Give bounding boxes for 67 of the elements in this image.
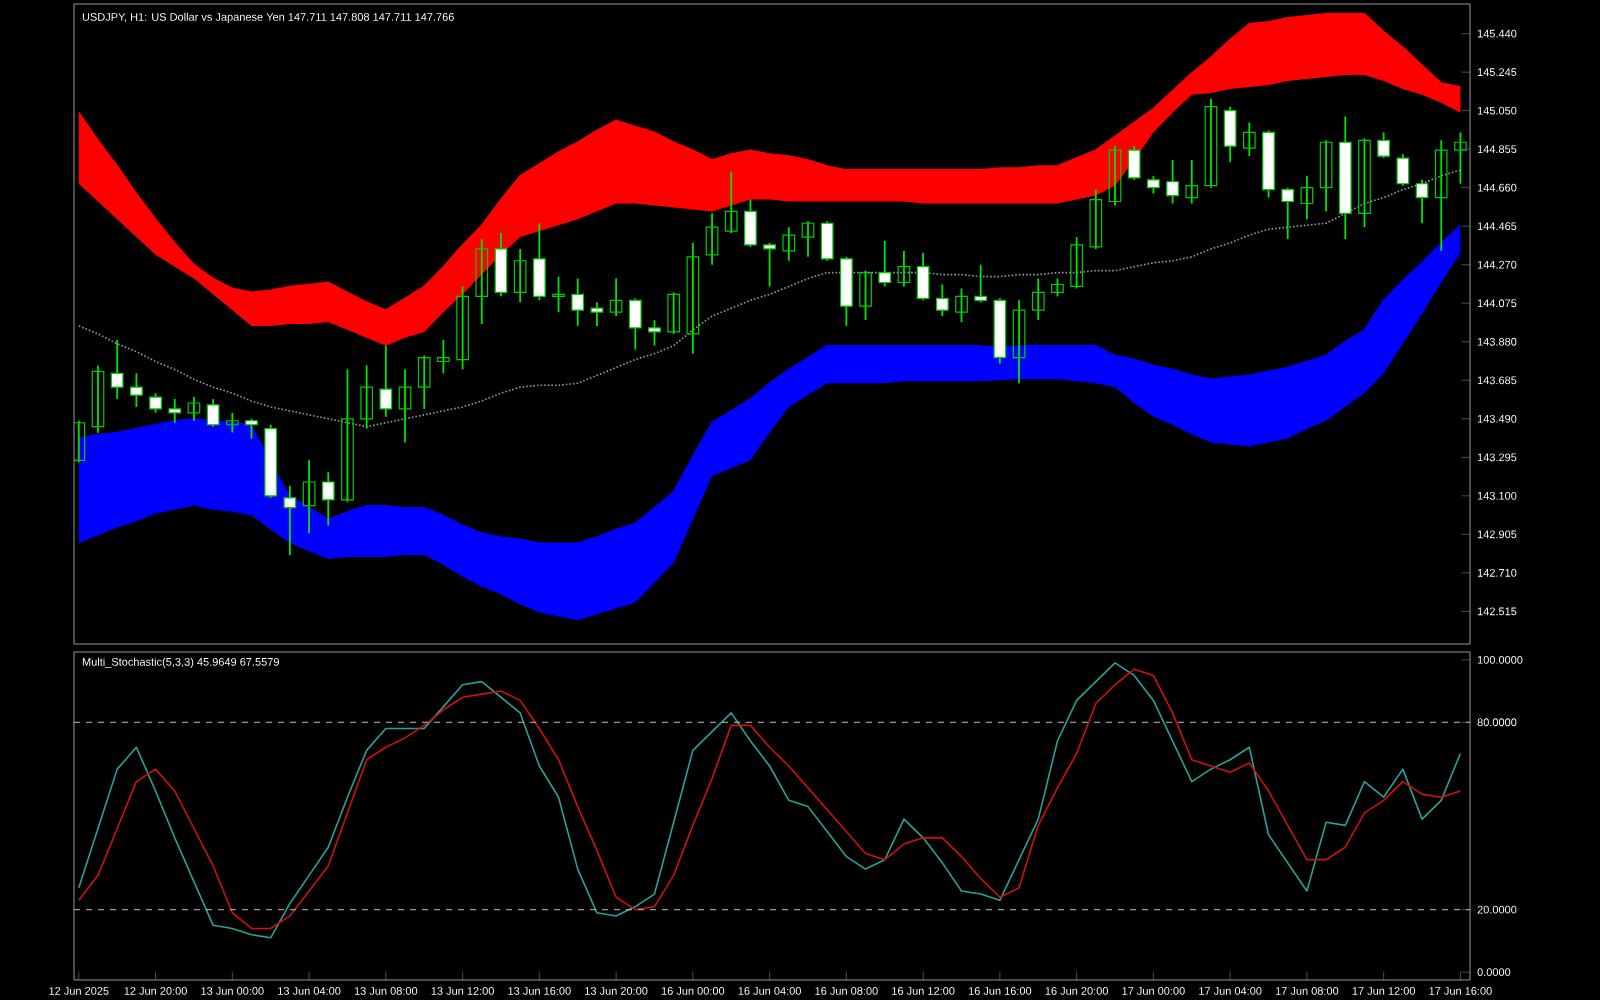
candlestick bbox=[494, 232, 508, 298]
candlestick bbox=[110, 339, 124, 401]
candlestick bbox=[360, 364, 374, 430]
candlestick bbox=[1166, 159, 1179, 205]
candlestick bbox=[648, 319, 661, 347]
candlestick bbox=[513, 248, 527, 304]
candlestick bbox=[1281, 187, 1295, 241]
candlestick bbox=[686, 242, 700, 355]
candlestick bbox=[1012, 299, 1026, 385]
candlestick bbox=[955, 287, 968, 324]
candlestick bbox=[437, 339, 450, 375]
candlestick bbox=[130, 372, 143, 409]
candlestick bbox=[1204, 98, 1218, 189]
candlestick bbox=[763, 242, 776, 288]
candlestick bbox=[820, 220, 834, 262]
candlestick bbox=[609, 277, 623, 318]
candlestick bbox=[705, 212, 719, 266]
candlestick bbox=[878, 240, 892, 288]
candlestick bbox=[456, 285, 469, 371]
candlestick bbox=[974, 264, 988, 304]
candlestick bbox=[168, 398, 182, 424]
candlestick bbox=[341, 368, 354, 503]
candlestick bbox=[379, 345, 393, 418]
candlestick bbox=[1415, 179, 1429, 225]
candlestick bbox=[1396, 153, 1410, 187]
candlestick bbox=[1319, 139, 1333, 213]
candlestick bbox=[590, 301, 604, 328]
candlestick bbox=[74, 420, 86, 464]
candlestick bbox=[1434, 139, 1448, 253]
candlestick bbox=[206, 398, 220, 428]
candlestick bbox=[91, 364, 105, 434]
candlestick bbox=[840, 256, 853, 328]
candlestick bbox=[1127, 145, 1141, 181]
candlestick bbox=[571, 277, 585, 328]
candlestick bbox=[475, 238, 489, 326]
candlestick bbox=[1185, 159, 1199, 205]
candlestick bbox=[667, 291, 681, 336]
candlestick bbox=[187, 396, 201, 422]
candlestick bbox=[321, 471, 335, 527]
candlestick bbox=[1358, 137, 1371, 229]
candlestick bbox=[801, 220, 815, 258]
candlestick bbox=[1070, 236, 1083, 290]
candlestick bbox=[1223, 106, 1237, 164]
candlestick bbox=[149, 392, 162, 415]
candlestick bbox=[532, 222, 546, 302]
candlestick bbox=[935, 283, 949, 318]
candlestick bbox=[417, 354, 431, 411]
candlestick bbox=[245, 418, 258, 440]
candlestick bbox=[1089, 189, 1103, 251]
candlestick bbox=[859, 270, 872, 322]
candlestick bbox=[916, 252, 930, 302]
candlestick bbox=[782, 226, 796, 262]
candlestick bbox=[283, 485, 297, 557]
candlestick bbox=[1377, 131, 1391, 160]
candlestick bbox=[1454, 131, 1467, 185]
candlestick bbox=[1108, 145, 1122, 207]
candlestick bbox=[897, 250, 911, 288]
candlestick bbox=[302, 459, 316, 535]
candlestick bbox=[225, 412, 239, 434]
candlestick bbox=[1300, 175, 1314, 221]
candlestick bbox=[724, 171, 738, 235]
candlestick bbox=[1242, 121, 1256, 158]
candlestick bbox=[398, 368, 412, 444]
candlestick bbox=[552, 275, 565, 314]
candlestick bbox=[628, 297, 642, 351]
candlestick bbox=[744, 198, 757, 249]
candlestick bbox=[1031, 277, 1045, 322]
